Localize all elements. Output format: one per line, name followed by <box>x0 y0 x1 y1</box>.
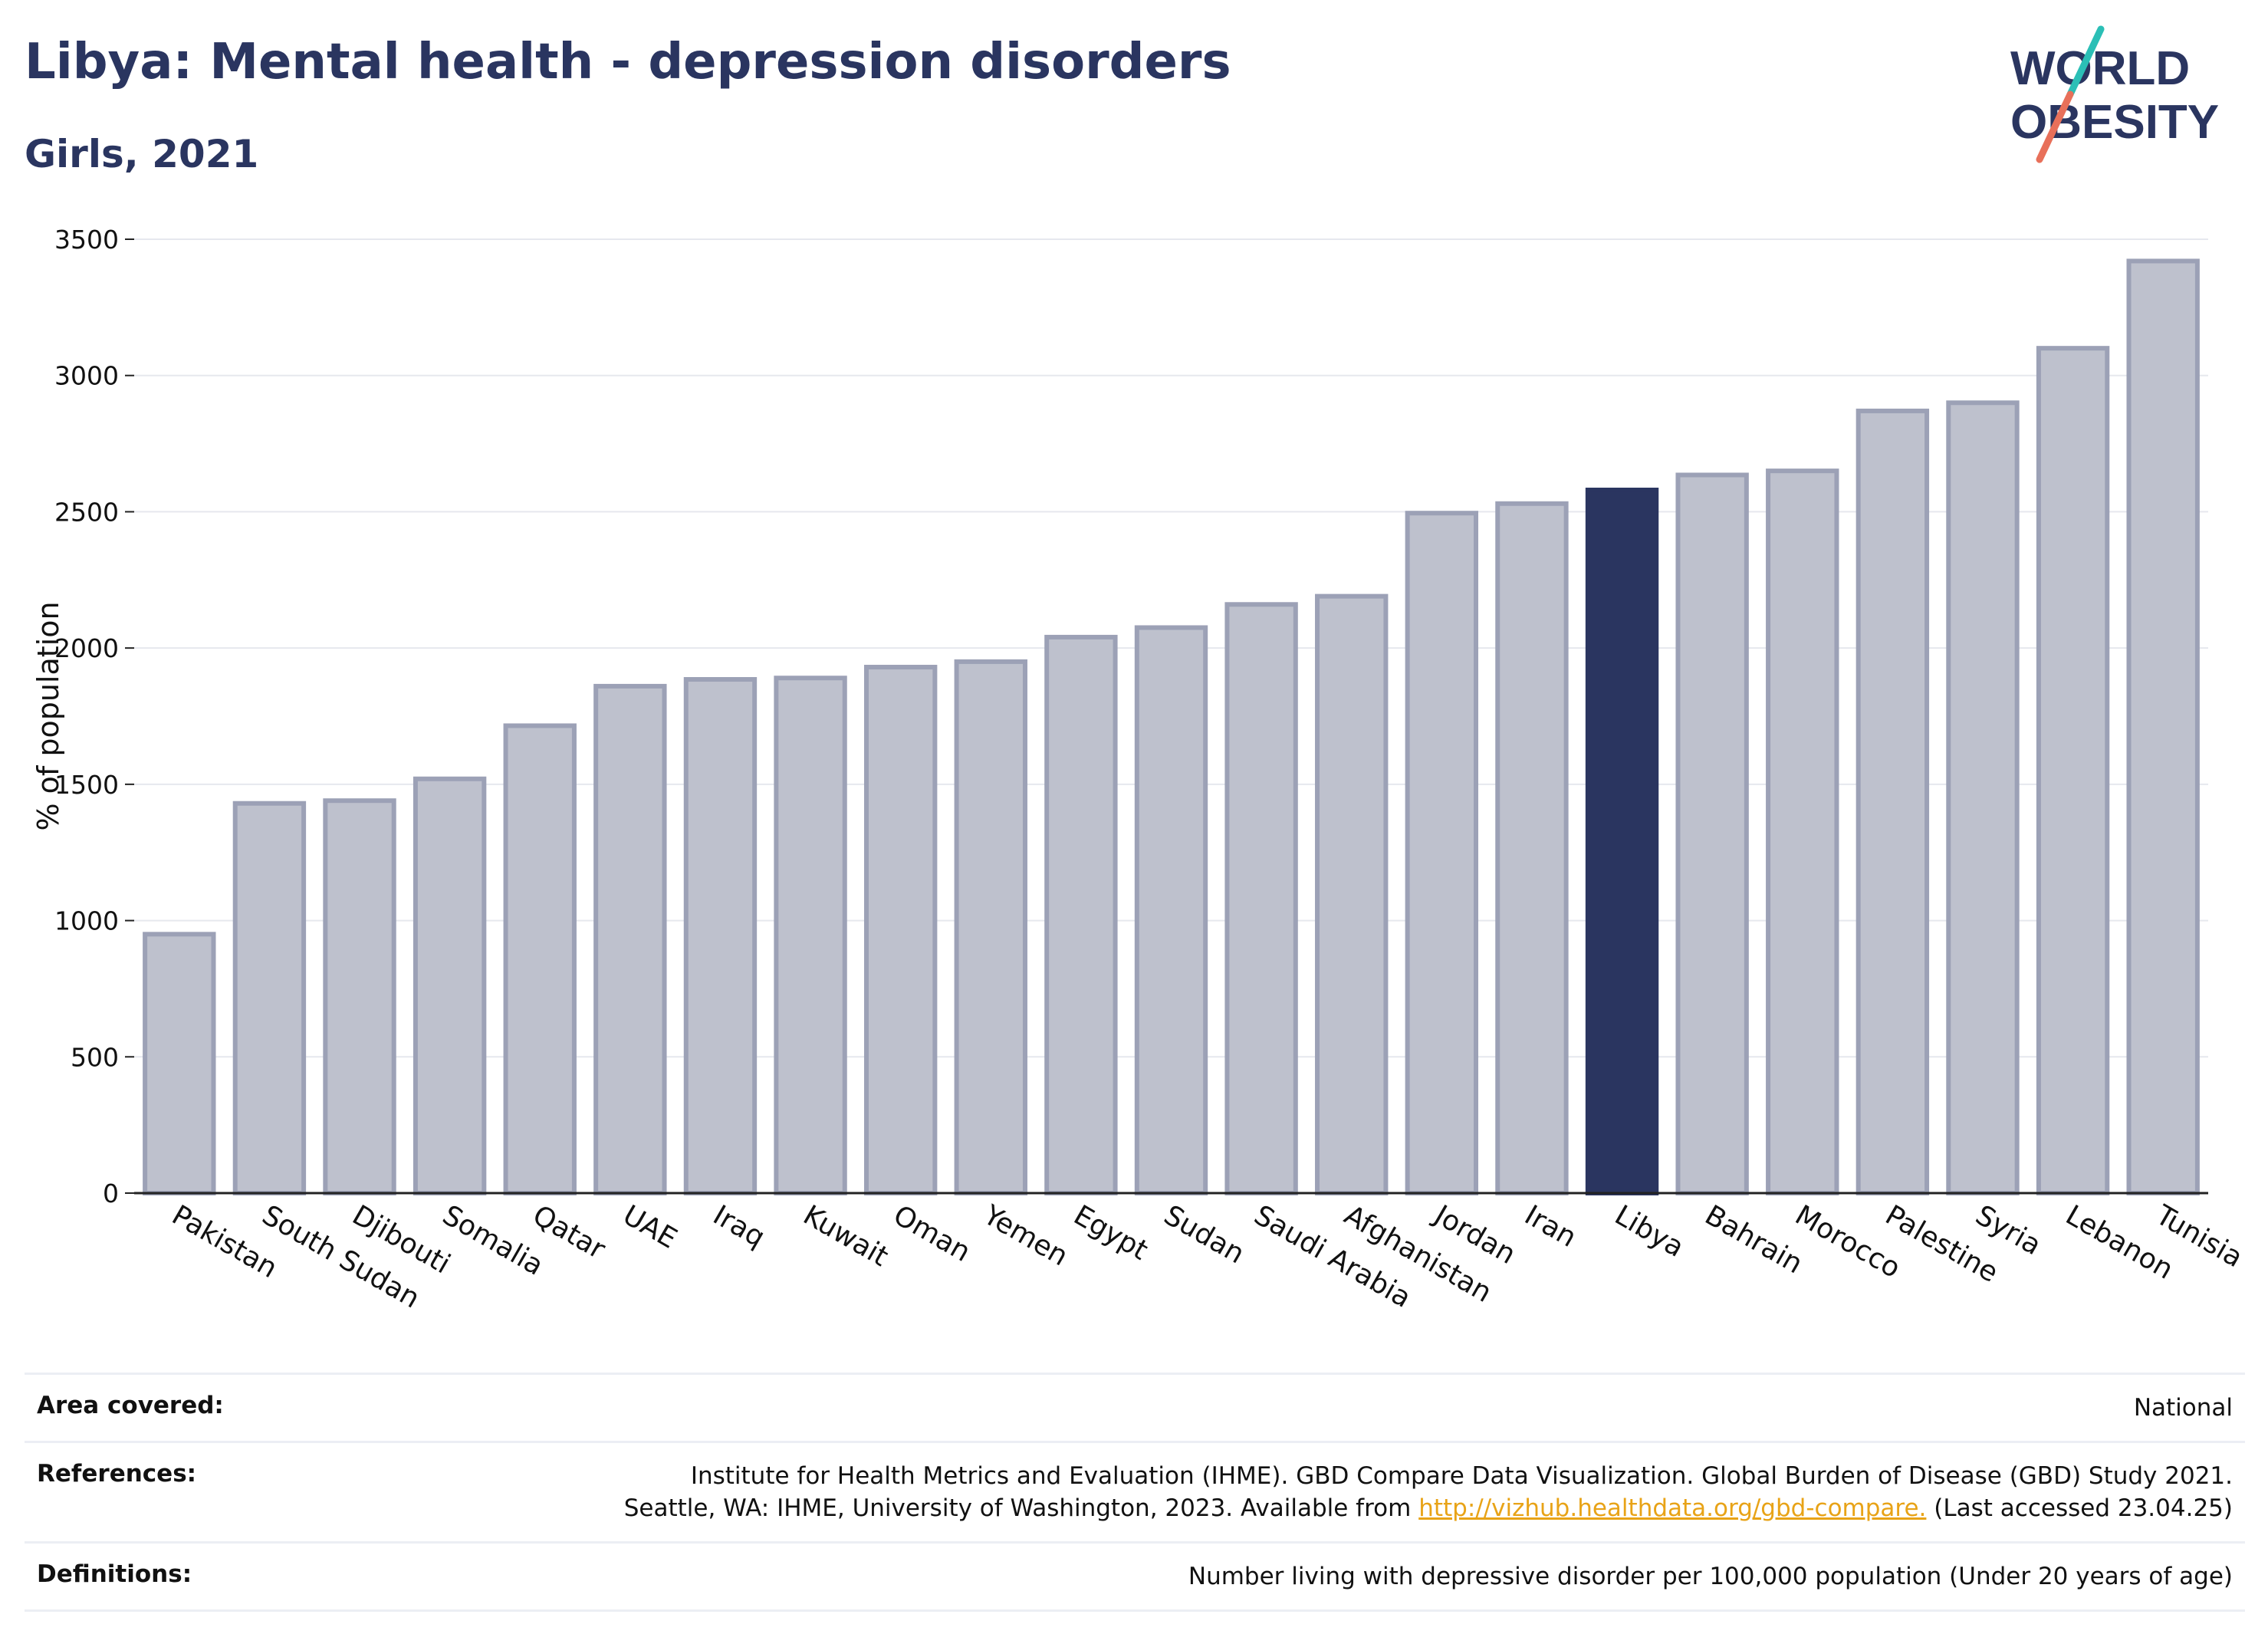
y-axis-ticks: 0 500 1000 1500 2000 2500 3000 3500 <box>54 225 134 1208</box>
x-tick-label: Saudi Arabia <box>1249 1199 1416 1314</box>
bar-syria <box>1946 400 2020 1195</box>
chart-footer: Area covered: National References: Insti… <box>25 1373 2245 1612</box>
bar-saudi-arabia <box>1224 602 1298 1195</box>
references-line1: Institute for Health Metrics and Evaluat… <box>690 1462 2233 1490</box>
chart-subtitle: Girls, 2021 <box>25 132 259 176</box>
bar-tunisia <box>2126 258 2200 1195</box>
y-tick-label: 2000 <box>54 633 119 663</box>
bar-morocco <box>1766 469 1839 1195</box>
bar-south-sudan <box>232 801 307 1196</box>
x-tick-label: Bahrain <box>1700 1199 1808 1280</box>
y-tick-label: 500 <box>71 1042 119 1072</box>
bar-chart: 0 500 1000 1500 2000 2500 3000 3500 PakistanSou… <box>31 225 2248 1315</box>
footer-row-references: References: Institute for Health Metrics… <box>25 1441 2245 1541</box>
bar-libya <box>1585 487 1659 1195</box>
x-tick-label: UAE <box>617 1199 682 1254</box>
y-axis-label: % of population <box>31 601 65 830</box>
y-tick-label: 3500 <box>54 225 119 255</box>
y-tick-label: 0 <box>103 1179 119 1208</box>
bar-somalia <box>413 776 487 1195</box>
x-tick-label: Libya <box>1609 1199 1689 1264</box>
y-tick-label: 2500 <box>54 497 119 527</box>
footer-row-area: Area covered: National <box>25 1373 2245 1441</box>
x-tick-label: Iraq <box>708 1199 770 1254</box>
bar-palestine <box>1855 408 1930 1195</box>
bar-yemen <box>954 659 1027 1195</box>
y-tick-label: 3000 <box>54 361 119 391</box>
x-tick-label: Kuwait <box>798 1199 894 1273</box>
bar-pakistan <box>143 932 216 1196</box>
references-line2-post: (Last accessed 23.04.25) <box>1926 1494 2233 1522</box>
bar-oman <box>863 665 938 1195</box>
references-line2-pre: Seattle, WA: IHME, University of Washing… <box>623 1494 1419 1522</box>
bar-uae <box>593 683 667 1195</box>
x-tick-label: Sudan <box>1159 1199 1250 1270</box>
references-link[interactable]: http://vizhub.healthdata.org/gbd-compare… <box>1418 1494 1927 1522</box>
definitions-label: Definitions: <box>37 1560 192 1588</box>
bar-sudan <box>1134 625 1208 1195</box>
x-tick-label: Iran <box>1519 1199 1581 1254</box>
area-covered-value: National <box>2133 1394 2233 1422</box>
x-tick-label: Oman <box>888 1199 975 1268</box>
bar-djibouti <box>323 798 396 1195</box>
area-covered-label: Area covered: <box>37 1392 224 1419</box>
bars <box>143 258 2200 1196</box>
footer-row-definitions: Definitions: Number living with depressi… <box>25 1541 2245 1612</box>
chart-title: Libya: Mental health - depression disord… <box>25 34 1231 90</box>
x-tick-label: Somalia <box>437 1199 548 1282</box>
bar-iran <box>1495 501 1569 1195</box>
x-tick-label: Egypt <box>1068 1199 1152 1266</box>
bar-egypt <box>1044 634 1118 1195</box>
bar-iraq <box>683 677 758 1195</box>
bar-kuwait <box>774 676 847 1195</box>
world-obesity-logo: WORLD OBESITY <box>2010 25 2219 163</box>
y-tick-label: 1000 <box>54 906 119 936</box>
bar-afghanistan <box>1315 593 1389 1195</box>
logo-accent-coral <box>2036 90 2074 163</box>
definitions-value: Number living with depressive disorder p… <box>1188 1563 2233 1590</box>
y-tick-label: 1500 <box>54 770 119 800</box>
references-value: Institute for Health Metrics and Evaluat… <box>624 1460 2233 1524</box>
references-label: References: <box>37 1460 197 1488</box>
bar-jordan <box>1405 511 1479 1195</box>
logo-accent-teal <box>2066 25 2105 98</box>
bar-qatar <box>503 723 577 1195</box>
bar-lebanon <box>2036 346 2110 1196</box>
logo-line1: WORLD <box>2010 42 2190 95</box>
bar-bahrain <box>1675 472 1749 1195</box>
x-tick-label: Yemen <box>978 1199 1073 1273</box>
